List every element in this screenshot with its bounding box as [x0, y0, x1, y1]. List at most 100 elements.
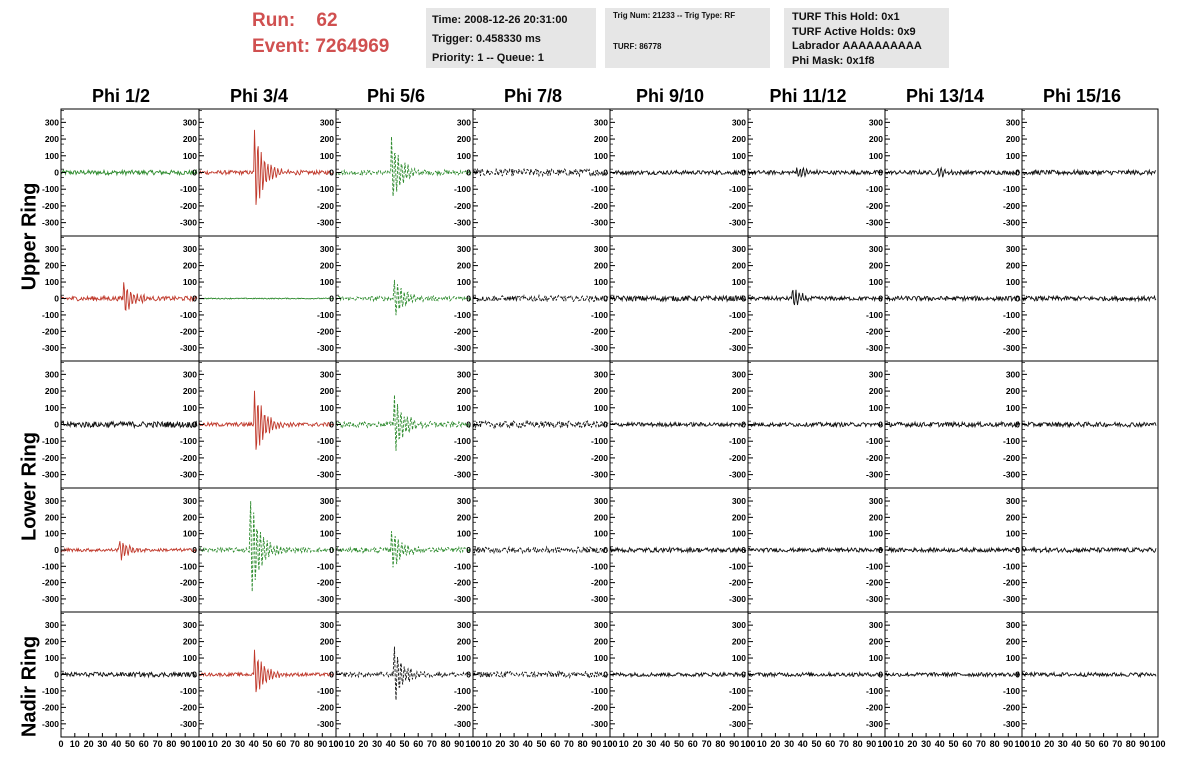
y-tick-label: 100 — [457, 529, 471, 539]
x-tick-label: 80 — [853, 739, 863, 749]
y-tick-label: -300 — [1003, 470, 1020, 480]
waveform-r0-c1 — [198, 129, 334, 205]
x-tick-label: 40 — [935, 739, 945, 749]
y-tick-label: -200 — [729, 201, 746, 211]
x-tick-label: 60 — [413, 739, 423, 749]
y-tick-label: 0 — [192, 168, 197, 178]
x-tick-label: 100 — [877, 739, 892, 749]
y-tick-label: 0 — [603, 545, 608, 555]
y-tick-label: 100 — [1006, 653, 1020, 663]
waveform-r3-c6 — [884, 546, 1021, 554]
x-tick-label: 20 — [633, 739, 643, 749]
x-tick-label: 80 — [1126, 739, 1136, 749]
labrador-text: Labrador AAAAAAAAAA — [792, 40, 922, 52]
x-tick-label: 40 — [523, 739, 533, 749]
y-tick-label: -200 — [866, 201, 883, 211]
y-tick-label: 200 — [1006, 386, 1020, 396]
y-tick-label: -100 — [454, 686, 471, 696]
y-tick-label: -300 — [317, 719, 334, 729]
waveform-r4-c4 — [609, 671, 746, 679]
y-tick-label: 200 — [869, 512, 883, 522]
y-tick-label: -100 — [729, 436, 746, 446]
y-tick-label: 100 — [320, 403, 334, 413]
waveform-r3-c3 — [472, 545, 609, 555]
y-tick-label: -300 — [1003, 343, 1020, 353]
y-tick-label: 100 — [183, 653, 197, 663]
y-tick-label: 300 — [594, 496, 608, 506]
x-tick-label: 60 — [825, 739, 835, 749]
x-tick-label: 60 — [139, 739, 149, 749]
priority-text: Priority: 1 -- Queue: 1 — [432, 52, 544, 64]
y-tick-label: 300 — [594, 244, 608, 254]
y-tick-label: -200 — [42, 578, 59, 588]
y-tick-label: -300 — [42, 470, 59, 480]
y-tick-label: 300 — [45, 244, 59, 254]
x-tick-label: 10 — [757, 739, 767, 749]
y-tick-label: 200 — [457, 134, 471, 144]
x-tick-label: 70 — [153, 739, 163, 749]
y-tick-label: 0 — [329, 168, 334, 178]
y-tick-label: 100 — [732, 529, 746, 539]
y-tick-label: -200 — [729, 578, 746, 588]
y-tick-label: -200 — [42, 453, 59, 463]
y-tick-label: -100 — [1003, 561, 1020, 571]
x-tick-label: 30 — [372, 739, 382, 749]
y-tick-label: -300 — [180, 218, 197, 228]
y-tick-label: -300 — [729, 343, 746, 353]
y-tick-label: 300 — [183, 369, 197, 379]
turf-hold-text: TURF This Hold: 0x1 — [792, 11, 900, 23]
y-tick-label: 0 — [329, 294, 334, 304]
waveform-r0-c6 — [884, 166, 1021, 178]
y-tick-label: 100 — [732, 277, 746, 287]
y-tick-label: 0 — [1015, 168, 1020, 178]
trig-num-text: Trig Num: 21233 -- Trig Type: RF — [613, 11, 736, 20]
y-tick-label: 0 — [878, 168, 883, 178]
y-tick-label: 200 — [457, 512, 471, 522]
y-tick-label: 200 — [1006, 261, 1020, 271]
x-tick-label: 70 — [427, 739, 437, 749]
y-tick-label: 100 — [869, 653, 883, 663]
y-tick-label: -100 — [1003, 310, 1020, 320]
y-tick-label: 200 — [594, 512, 608, 522]
x-tick-label: 40 — [1071, 739, 1081, 749]
time-text: Time: 2008-12-26 20:31:00 — [432, 14, 568, 26]
waveform-r3-c1 — [198, 501, 335, 592]
x-tick-label: 100 — [1150, 739, 1165, 749]
panel-frame — [198, 360, 337, 489]
y-tick-label: 200 — [732, 512, 746, 522]
x-tick-label: 10 — [482, 739, 492, 749]
y-tick-label: 100 — [457, 653, 471, 663]
y-tick-label: 100 — [594, 277, 608, 287]
y-tick-label: -200 — [454, 201, 471, 211]
y-tick-label: 100 — [869, 277, 883, 287]
x-tick-label: 30 — [97, 739, 107, 749]
waveform-r0-c3 — [472, 167, 609, 178]
y-tick-label: -100 — [42, 436, 59, 446]
waveform-r2-c5 — [747, 421, 884, 429]
y-tick-label: 100 — [320, 653, 334, 663]
y-tick-label: 100 — [320, 151, 334, 161]
y-tick-label: 0 — [192, 420, 197, 430]
y-tick-label: -200 — [454, 578, 471, 588]
y-tick-label: 0 — [1015, 670, 1020, 680]
y-tick-label: -300 — [591, 343, 608, 353]
y-tick-label: -300 — [317, 218, 334, 228]
y-tick-label: -300 — [866, 594, 883, 604]
y-tick-label: 300 — [594, 117, 608, 127]
waveform-r1-c2 — [335, 279, 472, 316]
y-tick-label: -200 — [42, 326, 59, 336]
y-tick-label: -100 — [42, 310, 59, 320]
x-tick-label: 30 — [646, 739, 656, 749]
y-tick-label: 300 — [732, 620, 746, 630]
x-tick-label: 50 — [536, 739, 546, 749]
y-tick-label: 100 — [183, 277, 197, 287]
waveform-r0-c0 — [60, 168, 198, 177]
y-tick-label: 300 — [45, 369, 59, 379]
y-tick-label: -100 — [729, 686, 746, 696]
y-tick-label: 200 — [320, 512, 334, 522]
x-tick-label: 40 — [798, 739, 808, 749]
y-tick-label: -100 — [317, 436, 334, 446]
y-tick-label: 100 — [457, 277, 471, 287]
x-tick-label: 70 — [290, 739, 300, 749]
x-tick-label: 50 — [262, 739, 272, 749]
